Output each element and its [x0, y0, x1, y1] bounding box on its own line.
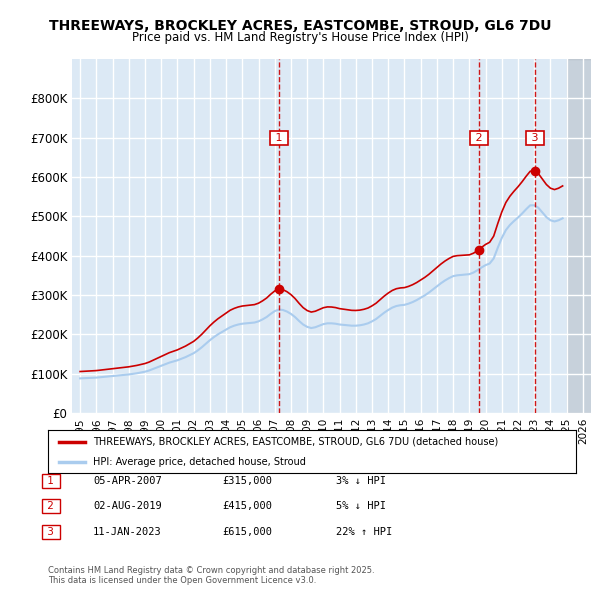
Bar	[566, 59, 593, 413]
Text: 1: 1	[44, 476, 58, 486]
Text: 11-JAN-2023: 11-JAN-2023	[93, 527, 162, 536]
Text: 05-APR-2007: 05-APR-2007	[93, 476, 162, 486]
Text: HPI: Average price, detached house, Stroud: HPI: Average price, detached house, Stro…	[93, 457, 306, 467]
Text: 2: 2	[44, 502, 58, 511]
Text: THREEWAYS, BROCKLEY ACRES, EASTCOMBE, STROUD, GL6 7DU: THREEWAYS, BROCKLEY ACRES, EASTCOMBE, ST…	[49, 19, 551, 33]
Text: 22% ↑ HPI: 22% ↑ HPI	[336, 527, 392, 536]
Text: 2: 2	[472, 133, 486, 143]
Text: 3% ↓ HPI: 3% ↓ HPI	[336, 476, 386, 486]
Text: £315,000: £315,000	[222, 476, 272, 486]
Text: £415,000: £415,000	[222, 502, 272, 511]
Text: Contains HM Land Registry data © Crown copyright and database right 2025.
This d: Contains HM Land Registry data © Crown c…	[48, 566, 374, 585]
Text: 1: 1	[272, 133, 286, 143]
Text: 3: 3	[528, 133, 542, 143]
Text: 5% ↓ HPI: 5% ↓ HPI	[336, 502, 386, 511]
Text: 02-AUG-2019: 02-AUG-2019	[93, 502, 162, 511]
Text: 3: 3	[44, 527, 58, 536]
Text: Price paid vs. HM Land Registry's House Price Index (HPI): Price paid vs. HM Land Registry's House …	[131, 31, 469, 44]
Text: THREEWAYS, BROCKLEY ACRES, EASTCOMBE, STROUD, GL6 7DU (detached house): THREEWAYS, BROCKLEY ACRES, EASTCOMBE, ST…	[93, 437, 498, 447]
Text: £615,000: £615,000	[222, 527, 272, 536]
